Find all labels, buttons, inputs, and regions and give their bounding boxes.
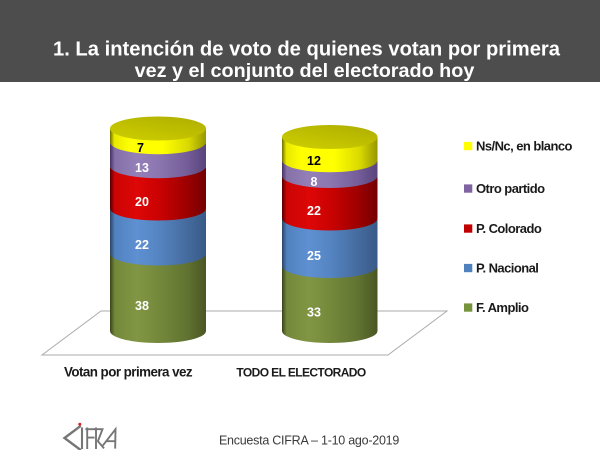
svg-text:1. La intención de voto de qui: 1. La intención de voto de quienes votan… [53,38,561,60]
svg-text:25: 25 [307,249,321,263]
svg-text:F. Amplio: F. Amplio [476,300,529,315]
svg-text:13: 13 [135,161,149,175]
svg-text:8: 8 [311,175,318,189]
svg-text:TODO EL ELECTORADO: TODO EL ELECTORADO [236,366,365,380]
svg-text:P. Nacional: P. Nacional [476,261,538,276]
svg-text:P. Colorado: P. Colorado [476,221,542,236]
svg-text:12: 12 [307,154,321,168]
svg-text:22: 22 [307,204,321,218]
svg-text:7: 7 [137,141,144,155]
svg-text:22: 22 [135,238,149,252]
svg-text:Votan por primera vez: Votan por primera vez [64,365,193,380]
svg-text:vez y el conjunto del electora: vez y el conjunto del electorado hoy [135,60,475,82]
svg-text:Ns/Nc, en blanco: Ns/Nc, en blanco [476,139,573,154]
svg-text:Otro partido: Otro partido [476,181,545,196]
svg-text:Encuesta CIFRA – 1-10 ago-2019: Encuesta CIFRA – 1-10 ago-2019 [219,433,399,447]
svg-text:38: 38 [135,299,149,313]
svg-text:20: 20 [135,195,149,209]
svg-text:33: 33 [307,305,321,319]
